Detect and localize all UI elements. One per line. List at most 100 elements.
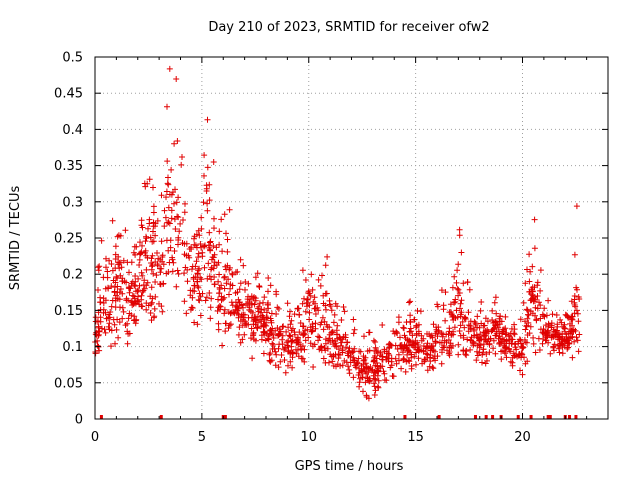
data-point xyxy=(159,258,166,265)
data-point xyxy=(517,367,523,374)
data-point xyxy=(506,332,513,339)
data-point xyxy=(147,293,154,300)
data-point xyxy=(451,324,458,331)
data-point xyxy=(264,315,271,322)
data-point xyxy=(280,323,287,330)
data-point xyxy=(141,180,148,187)
data-point xyxy=(457,305,463,312)
data-point xyxy=(497,335,504,342)
data-point xyxy=(229,302,236,309)
data-point xyxy=(206,181,213,188)
data-point xyxy=(114,233,121,240)
data-point xyxy=(571,338,578,345)
data-point xyxy=(150,238,157,245)
data-point xyxy=(113,326,120,333)
data-point xyxy=(341,308,348,315)
data-point xyxy=(536,299,542,306)
rug-marker xyxy=(548,415,552,419)
data-point xyxy=(215,278,222,285)
data-point xyxy=(222,328,229,335)
data-point xyxy=(335,355,342,362)
y-tick-label: 0.3 xyxy=(62,195,83,210)
data-point xyxy=(135,275,142,282)
data-point xyxy=(344,339,351,346)
data-point xyxy=(103,264,109,271)
data-point xyxy=(109,267,116,274)
data-point xyxy=(237,280,244,287)
data-point xyxy=(149,252,156,259)
data-point xyxy=(531,216,538,223)
data-point xyxy=(287,308,293,315)
data-point xyxy=(392,355,399,362)
data-point xyxy=(253,324,260,331)
data-point xyxy=(441,343,448,349)
data-point xyxy=(195,267,202,274)
data-point xyxy=(206,290,213,296)
data-point xyxy=(195,227,202,234)
data-point xyxy=(196,290,203,297)
data-point xyxy=(193,258,200,265)
data-point xyxy=(106,311,113,318)
data-point xyxy=(210,159,217,165)
data-point xyxy=(327,303,334,310)
data-point xyxy=(451,273,458,280)
data-point xyxy=(299,267,306,274)
data-point xyxy=(260,350,267,357)
data-point xyxy=(460,280,467,287)
data-point xyxy=(132,273,139,279)
data-point xyxy=(297,320,304,326)
x-tick-label: 0 xyxy=(91,430,99,445)
data-point xyxy=(551,347,557,354)
data-point xyxy=(511,321,518,328)
data-point xyxy=(158,192,165,199)
data-point xyxy=(165,219,172,226)
data-point xyxy=(424,340,431,347)
data-point xyxy=(261,294,268,301)
data-point xyxy=(320,355,327,362)
x-tick-label: 20 xyxy=(514,430,531,445)
data-point xyxy=(135,293,141,300)
data-point xyxy=(427,358,434,365)
data-point xyxy=(331,311,338,318)
data-point xyxy=(177,220,184,227)
data-point xyxy=(444,347,450,354)
data-point xyxy=(350,330,357,337)
data-point xyxy=(265,275,272,281)
data-point xyxy=(335,346,342,353)
data-point xyxy=(350,348,357,355)
data-point xyxy=(446,352,453,359)
data-point xyxy=(519,345,526,352)
data-point xyxy=(194,321,201,328)
data-point xyxy=(139,303,146,310)
data-point xyxy=(268,317,275,324)
data-point xyxy=(522,326,529,333)
data-point xyxy=(432,338,439,345)
data-point xyxy=(564,345,571,352)
data-point xyxy=(440,302,447,309)
data-point xyxy=(307,340,314,347)
data-point xyxy=(204,116,211,123)
data-point xyxy=(564,313,571,320)
data-point xyxy=(322,302,329,309)
data-point xyxy=(197,241,204,247)
data-point xyxy=(103,315,110,322)
data-point xyxy=(456,232,463,239)
rug-marker xyxy=(574,415,578,419)
data-point xyxy=(285,324,292,331)
rug-marker xyxy=(491,415,495,419)
data-point xyxy=(115,259,122,266)
data-point xyxy=(305,290,312,296)
data-point xyxy=(455,261,462,268)
data-point xyxy=(482,360,489,367)
data-point xyxy=(296,329,303,336)
data-point xyxy=(406,358,413,365)
data-point xyxy=(145,225,151,232)
data-point xyxy=(98,237,105,244)
data-point xyxy=(537,267,544,274)
data-point xyxy=(300,332,307,339)
data-point xyxy=(207,246,213,253)
data-point xyxy=(432,348,438,355)
data-point xyxy=(217,306,224,313)
data-point xyxy=(318,343,325,350)
data-point xyxy=(204,275,211,282)
